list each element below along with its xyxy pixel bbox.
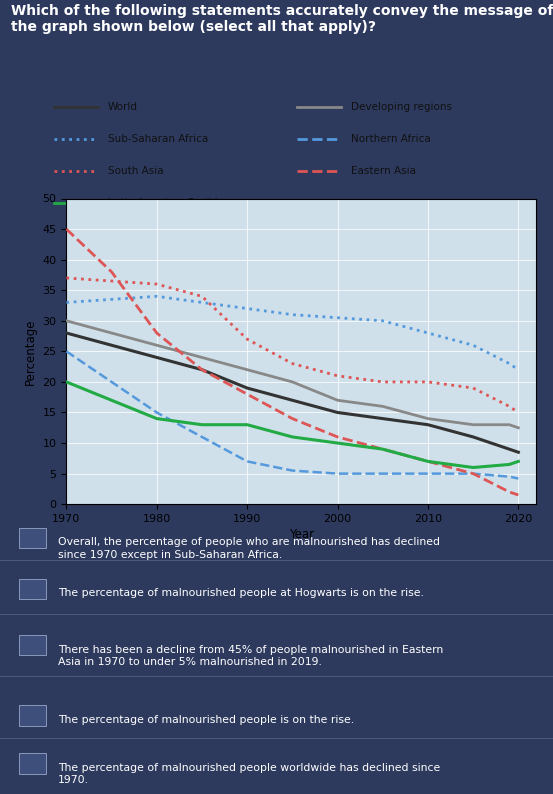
FancyBboxPatch shape [19,579,46,599]
Text: There has been a decline from 45% of people malnourished in Eastern
Asia in 1970: There has been a decline from 45% of peo… [58,645,444,667]
Text: The percentage of malnourished people is on the rise.: The percentage of malnourished people is… [58,715,354,725]
Text: South Asia: South Asia [107,166,163,176]
Text: Eastern Asia: Eastern Asia [351,166,416,176]
Text: Which of the following statements accurately convey the message of
the graph sho: Which of the following statements accura… [11,4,553,34]
Text: World: World [107,102,138,112]
X-axis label: Year: Year [289,528,314,541]
Text: Sub-Saharan Africa: Sub-Saharan Africa [107,134,208,144]
FancyBboxPatch shape [19,754,46,773]
Text: The percentage of malnourished people at Hogwarts is on the rise.: The percentage of malnourished people at… [58,588,424,598]
Text: Northern Africa: Northern Africa [351,134,431,144]
FancyBboxPatch shape [19,706,46,726]
Y-axis label: Percentage: Percentage [24,318,37,384]
FancyBboxPatch shape [19,635,46,655]
FancyBboxPatch shape [19,528,46,548]
Text: Latin America, Caribbean: Latin America, Caribbean [107,198,240,208]
Text: Overall, the percentage of people who are malnourished has declined
since 1970 e: Overall, the percentage of people who ar… [58,538,440,560]
Text: Developing regions: Developing regions [351,102,452,112]
Text: The percentage of malnourished people worldwide has declined since
1970.: The percentage of malnourished people wo… [58,763,440,785]
